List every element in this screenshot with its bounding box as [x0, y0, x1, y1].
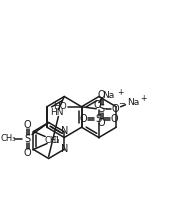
Text: HO: HO — [53, 102, 67, 111]
Text: O: O — [23, 148, 31, 158]
Text: O: O — [97, 118, 105, 128]
Text: S: S — [24, 134, 30, 144]
Text: O: O — [80, 115, 87, 125]
Text: Na: Na — [127, 98, 139, 107]
Text: CH₃: CH₃ — [1, 134, 16, 143]
Text: S: S — [98, 104, 104, 114]
Text: −: − — [100, 104, 107, 113]
Text: O: O — [23, 120, 31, 130]
Text: N: N — [61, 126, 69, 136]
Text: HN: HN — [50, 108, 63, 117]
Text: O: O — [93, 101, 101, 111]
Text: CH₃: CH₃ — [44, 136, 60, 145]
Text: O: O — [97, 90, 105, 100]
Text: +: + — [117, 88, 124, 97]
Text: O: O — [111, 115, 118, 125]
Text: +: + — [140, 94, 146, 103]
Text: −: − — [118, 99, 125, 108]
Text: Cl: Cl — [50, 136, 59, 145]
Text: O: O — [112, 104, 120, 114]
Text: Na: Na — [102, 91, 115, 100]
Text: N: N — [61, 144, 69, 154]
Text: S: S — [96, 115, 102, 125]
